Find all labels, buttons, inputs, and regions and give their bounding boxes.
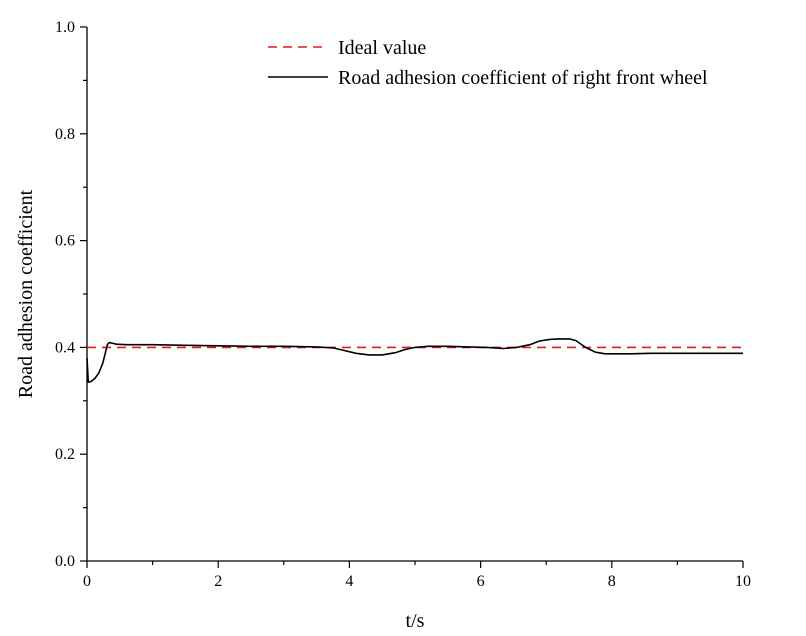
adhesion-coefficient-line bbox=[86, 338, 743, 383]
x-tick-label: 4 bbox=[345, 573, 353, 590]
plot-axes: 0 2 4 6 8 10 0.0 0.2 0.4 0.6 0.8 1.0 bbox=[55, 19, 751, 590]
x-tick-label: 8 bbox=[608, 573, 616, 590]
y-tick-label: 0.8 bbox=[55, 126, 75, 143]
y-tick-label: 0.0 bbox=[55, 553, 75, 570]
legend: Ideal value Road adhesion coefficient of … bbox=[268, 37, 708, 89]
y-tick-label: 0.2 bbox=[55, 446, 75, 463]
legend-label: Ideal value bbox=[338, 37, 426, 59]
y-tick-label: 0.6 bbox=[55, 233, 75, 250]
x-tick-label: 2 bbox=[214, 573, 222, 590]
x-tick-label: 6 bbox=[477, 573, 485, 590]
y-axis-label: Road adhesion coefficient bbox=[15, 189, 37, 398]
x-tick-label: 10 bbox=[735, 573, 751, 590]
legend-label: Road adhesion coefficient of right front… bbox=[338, 67, 708, 89]
y-tick-label: 0.4 bbox=[55, 339, 75, 356]
x-tick-label: 0 bbox=[83, 573, 91, 590]
x-axis-label: t/s bbox=[406, 610, 425, 632]
y-tick-label: 1.0 bbox=[55, 19, 75, 36]
series-group bbox=[86, 338, 743, 383]
